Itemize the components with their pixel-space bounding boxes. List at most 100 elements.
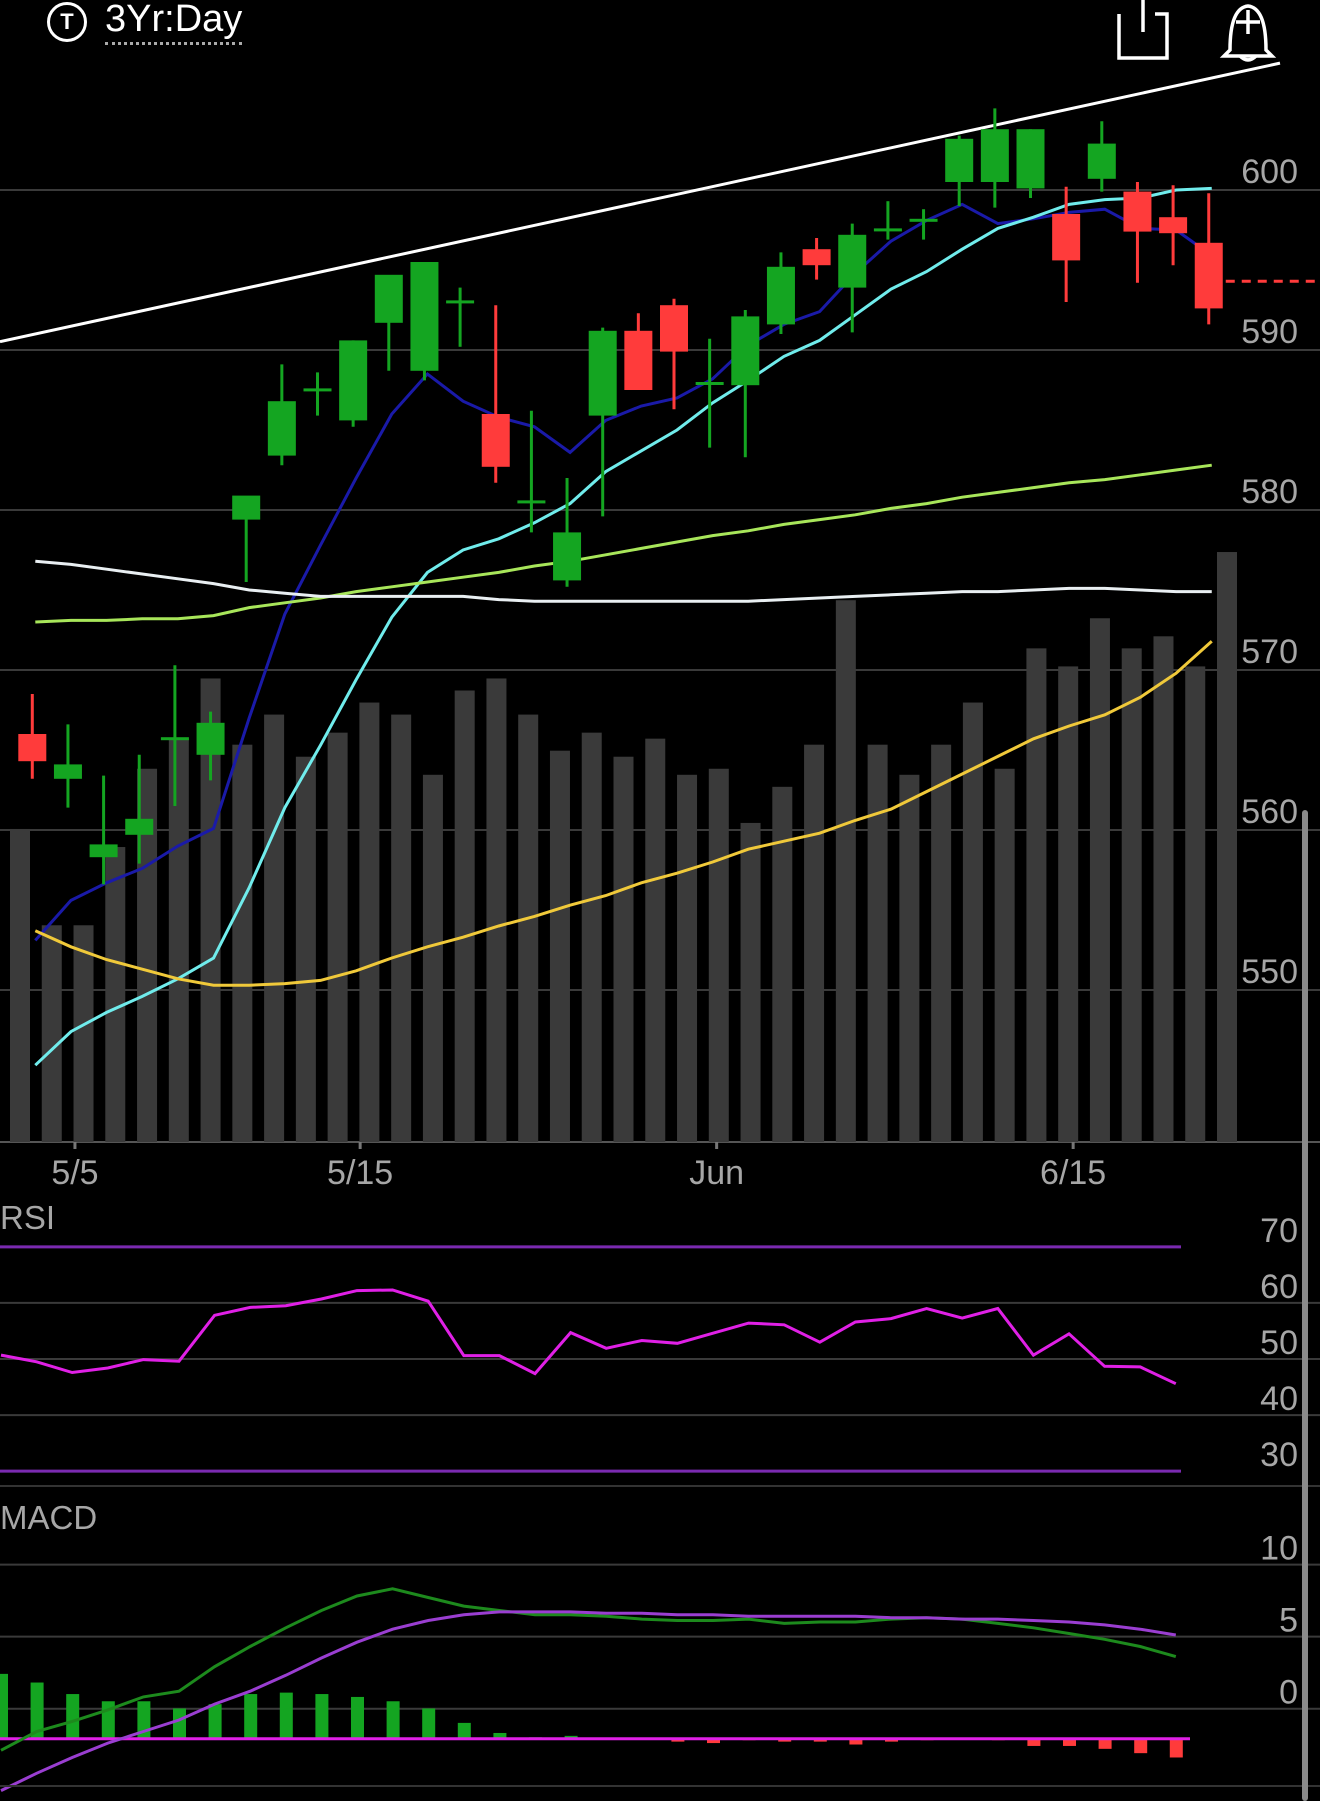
moving-averages: [34, 186, 1213, 1067]
date-axis: 5/5 5/15 Jun 6/15: [51, 1142, 1106, 1192]
volume-bar: [359, 702, 380, 1142]
macd-title: MACD: [0, 1499, 97, 1536]
candle-body: [18, 734, 47, 762]
price-tick-label: 560: [1241, 793, 1298, 831]
candle-body: [232, 495, 261, 520]
macd-histogram-bar: [457, 1722, 471, 1739]
macd-panel: MACD 10 5 0: [0, 1499, 1320, 1792]
candle-body: [731, 316, 760, 386]
macd-histogram-bar: [315, 1694, 329, 1739]
candle-body: [873, 228, 902, 232]
macd-histogram-bar: [386, 1701, 400, 1739]
trendline: [0, 61, 1281, 344]
candle-body: [446, 300, 475, 304]
candle-body: [1016, 129, 1045, 189]
moving-average-line: [35, 559, 1212, 603]
candle-body: [695, 382, 724, 385]
moving-average-line: [34, 640, 1213, 987]
candle-body: [838, 234, 867, 288]
candle-body: [1159, 217, 1188, 234]
macd-histogram-bar: [244, 1694, 258, 1739]
volume-bar: [708, 768, 729, 1142]
price-tick-label: 580: [1241, 473, 1298, 511]
volume-bar: [486, 678, 507, 1142]
volume-bar: [10, 828, 30, 1142]
candle-body: [196, 722, 225, 755]
macd-histogram-bar: [0, 1673, 8, 1739]
volume-bar: [232, 744, 253, 1142]
candlesticks: [18, 108, 1320, 885]
volume-bar: [994, 768, 1015, 1142]
volume-bar: [931, 744, 952, 1142]
macd-histogram-bar: [173, 1708, 186, 1739]
add-alert-icon[interactable]: [1216, 0, 1280, 62]
volume-bar: [105, 847, 126, 1142]
date-tick-label: 5/15: [327, 1154, 393, 1192]
volume-bar: [327, 732, 348, 1142]
candle-body: [339, 340, 368, 421]
volume-bar: [422, 774, 443, 1142]
volume-bar: [1121, 648, 1142, 1142]
rsi-tick-label: 30: [1260, 1436, 1298, 1474]
period-icon[interactable]: T: [47, 2, 87, 42]
volume-bar: [1153, 636, 1174, 1142]
share-icon[interactable]: [1115, 0, 1173, 62]
macd-histogram-bar: [493, 1732, 507, 1739]
volume-bar: [549, 750, 570, 1142]
candle-body: [588, 330, 617, 416]
candle-body: [410, 262, 439, 371]
macd-histogram-bar: [1027, 1738, 1041, 1746]
volume-bar: [391, 714, 412, 1142]
macd-histogram-bar: [1169, 1738, 1183, 1758]
volume-bars: [10, 552, 1237, 1142]
volume-bar: [804, 744, 825, 1142]
volume-bar: [264, 714, 285, 1142]
volume-bar: [1185, 666, 1206, 1142]
volume-bar: [295, 756, 316, 1142]
candle-body: [980, 129, 1009, 182]
macd-histogram-bar: [1063, 1738, 1076, 1746]
volume-bar: [613, 756, 634, 1142]
macd-tick-label: 5: [1279, 1602, 1298, 1640]
volume-bar: [1026, 648, 1047, 1142]
volume-bar: [1217, 552, 1237, 1142]
candle-body: [517, 500, 546, 504]
candle-body: [766, 266, 795, 325]
volume-bar: [73, 925, 94, 1142]
period-selector[interactable]: 3Yr:Day: [105, 0, 243, 45]
candle-body: [89, 844, 118, 858]
macd-tick-label: 10: [1260, 1530, 1298, 1568]
candle-body: [160, 737, 189, 741]
volume-bar: [677, 774, 698, 1142]
macd-histogram-bar: [1134, 1738, 1148, 1754]
volume-bar: [835, 600, 856, 1142]
rsi-tick-label: 60: [1260, 1268, 1298, 1306]
price-axis: 600 590 580 570 560 550: [1241, 153, 1298, 991]
volume-bar: [772, 786, 793, 1142]
rsi-line: [0, 1288, 1177, 1386]
macd-histogram-bar: [422, 1708, 436, 1739]
volume-bar: [1089, 618, 1110, 1142]
volume-bar: [867, 744, 888, 1142]
volume-bar: [200, 678, 221, 1142]
candle-body: [53, 764, 82, 779]
candle-body: [660, 305, 688, 352]
candle-body: [1087, 143, 1116, 179]
volume-bar: [41, 925, 62, 1142]
volume-bar: [962, 702, 983, 1142]
volume-bar: [645, 738, 666, 1142]
scrollbar[interactable]: [1302, 810, 1308, 1801]
macd-line: [0, 1587, 1177, 1752]
macd-histogram-bar: [30, 1682, 44, 1739]
volume-bar: [740, 822, 761, 1142]
rsi-tick-label: 50: [1260, 1324, 1298, 1362]
macd-histogram-bar: [707, 1738, 720, 1744]
macd-histogram-bar: [351, 1696, 364, 1739]
candle-body: [553, 532, 582, 581]
candle-body: [481, 414, 510, 467]
macd-tick-label: 0: [1279, 1674, 1298, 1712]
trendline: [0, 61, 1281, 344]
macd-line: [0, 1610, 1177, 1792]
candle-body: [1123, 191, 1152, 232]
